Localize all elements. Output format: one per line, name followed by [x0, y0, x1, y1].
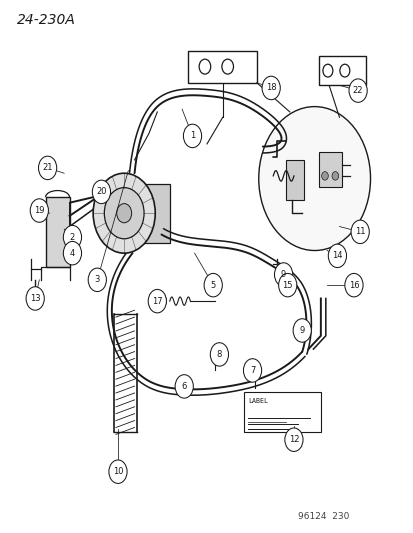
Circle shape: [210, 343, 228, 366]
Text: 16: 16: [348, 281, 358, 289]
Circle shape: [183, 124, 201, 148]
Text: 14: 14: [331, 252, 342, 260]
Circle shape: [243, 359, 261, 382]
Circle shape: [258, 107, 370, 251]
Circle shape: [88, 268, 106, 292]
Circle shape: [30, 199, 48, 222]
Text: 9: 9: [299, 326, 304, 335]
Text: 96124  230: 96124 230: [297, 512, 349, 521]
Text: 1: 1: [190, 132, 195, 140]
Circle shape: [274, 263, 292, 286]
Circle shape: [278, 273, 296, 297]
Circle shape: [109, 460, 127, 483]
Circle shape: [116, 204, 131, 223]
Text: 9: 9: [280, 270, 285, 279]
Text: 17: 17: [152, 297, 162, 305]
Text: 7: 7: [249, 366, 254, 375]
Bar: [45, 197, 69, 266]
Circle shape: [292, 319, 311, 342]
Circle shape: [211, 350, 218, 359]
Text: 11: 11: [354, 228, 365, 236]
Circle shape: [32, 294, 38, 303]
Text: 22: 22: [352, 86, 363, 95]
Circle shape: [104, 188, 144, 239]
Circle shape: [156, 295, 166, 308]
Circle shape: [284, 428, 302, 451]
Text: 3: 3: [95, 276, 100, 284]
Text: 5: 5: [210, 281, 215, 289]
Circle shape: [38, 156, 57, 180]
Circle shape: [251, 369, 257, 377]
Text: 6: 6: [181, 382, 186, 391]
Text: 2: 2: [70, 233, 75, 241]
Text: 18: 18: [265, 84, 276, 92]
Circle shape: [350, 220, 368, 244]
Text: 8: 8: [216, 350, 221, 359]
Circle shape: [331, 172, 338, 180]
Text: 4: 4: [70, 249, 75, 257]
Text: 10: 10: [112, 467, 123, 476]
Circle shape: [148, 289, 166, 313]
Text: 15: 15: [282, 281, 292, 289]
Circle shape: [204, 273, 222, 297]
Circle shape: [93, 173, 155, 253]
Text: 13: 13: [30, 294, 40, 303]
Text: 21: 21: [42, 164, 53, 172]
Text: 12: 12: [288, 435, 299, 444]
Text: 24-230A: 24-230A: [17, 13, 75, 27]
Circle shape: [344, 273, 362, 297]
Circle shape: [261, 76, 280, 100]
Bar: [318, 56, 366, 85]
Bar: [318, 152, 341, 187]
Circle shape: [175, 375, 193, 398]
Circle shape: [328, 244, 346, 268]
Bar: [120, 184, 169, 243]
Circle shape: [26, 287, 44, 310]
Bar: [244, 392, 320, 432]
Text: 20: 20: [96, 188, 107, 196]
Circle shape: [348, 79, 366, 102]
Bar: [285, 160, 304, 200]
Circle shape: [92, 180, 110, 204]
Bar: [188, 51, 256, 83]
Circle shape: [63, 225, 81, 249]
Circle shape: [321, 172, 328, 180]
Circle shape: [63, 241, 81, 265]
Text: 19: 19: [34, 206, 45, 215]
Text: LABEL: LABEL: [248, 398, 268, 404]
